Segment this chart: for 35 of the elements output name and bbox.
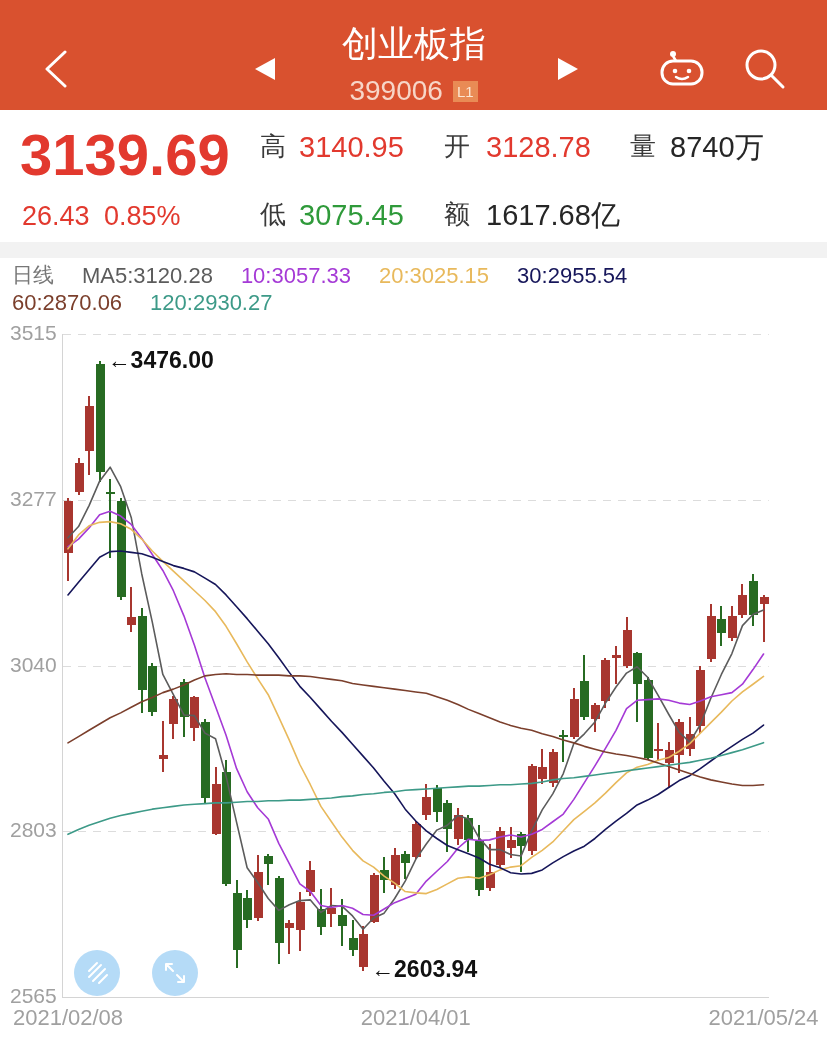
candlestick [612, 646, 621, 684]
legend-title: 日线 [12, 263, 54, 287]
text: 额 [444, 199, 470, 229]
annotation: ←3476.00 [107, 347, 214, 374]
text: MA5:3120.28 [82, 263, 213, 288]
text: 60:2870.06 [12, 290, 123, 315]
chart-subtitle: 399006 [349, 75, 443, 106]
text: 量 [630, 131, 656, 161]
text: L1 [452, 80, 478, 102]
text: 8740万 [670, 131, 764, 163]
text: 26.43 [22, 201, 90, 231]
text: 20:3025.15 [378, 263, 490, 288]
y-tick-label: 3277 [10, 487, 57, 511]
text: 3139.69 [20, 122, 230, 187]
text: 低 [260, 199, 286, 229]
y-tick-label: 3515 [10, 321, 57, 345]
candlestick [654, 723, 663, 761]
text: 1617.68亿 [486, 199, 620, 231]
annotation: ←2603.94 [371, 955, 478, 982]
text: 0.85% [104, 201, 181, 231]
x-tick-label: 2021/05/24 [708, 1004, 819, 1030]
y-tick-label: 3040 [10, 652, 57, 676]
candlestick [159, 721, 168, 772]
text: 3075.45 [299, 199, 404, 231]
candlestick [106, 479, 115, 558]
x-tick-label: 2021/04/01 [360, 1004, 471, 1030]
text: 开 [444, 131, 470, 161]
text: 10:3057.33 [240, 263, 351, 288]
y-tick-label: 2803 [10, 818, 57, 842]
text: 30:2955.54 [517, 263, 628, 288]
text: 3128.78 [486, 131, 591, 163]
text: 高 [260, 131, 286, 161]
text: 120:2930.27 [150, 290, 273, 315]
chart-title: 创业板指 [340, 23, 487, 64]
text: 3140.95 [299, 131, 404, 163]
